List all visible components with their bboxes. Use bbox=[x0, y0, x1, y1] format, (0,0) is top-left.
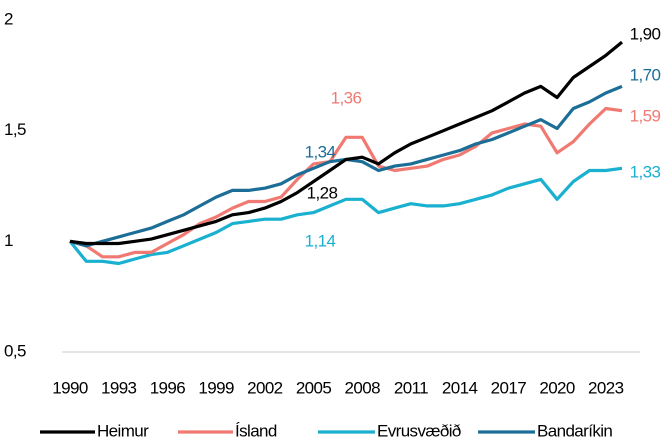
annotation: 1,33 bbox=[630, 162, 661, 181]
annotation: 1,34 bbox=[305, 142, 336, 161]
x-tick-label: 2014 bbox=[442, 378, 478, 397]
y-tick-label: 0,5 bbox=[4, 341, 26, 360]
x-tick-label: 1993 bbox=[101, 378, 137, 397]
legend-label: Bandaríkin bbox=[537, 421, 612, 440]
annotation: 1,70 bbox=[630, 65, 661, 84]
x-tick-label: 2002 bbox=[247, 378, 283, 397]
x-tick-label: 2017 bbox=[491, 378, 527, 397]
x-tick-label: 2005 bbox=[296, 378, 332, 397]
y-tick-label: 2 bbox=[4, 9, 13, 28]
series-line bbox=[69, 84, 623, 248]
x-tick-label: 2011 bbox=[394, 378, 428, 397]
x-tick-label: 2020 bbox=[539, 378, 575, 397]
x-tick-label: 1996 bbox=[150, 378, 186, 397]
legend-label: Ísland bbox=[235, 421, 277, 440]
series-line bbox=[68, 166, 623, 266]
annotation: 1,59 bbox=[630, 106, 661, 125]
series-line bbox=[69, 106, 623, 259]
x-tick-label: 2008 bbox=[345, 378, 381, 397]
legend-label: Heimur bbox=[97, 421, 149, 440]
x-tick-label: 2023 bbox=[588, 378, 624, 397]
annotation: 1,14 bbox=[305, 231, 336, 250]
y-tick-label: 1 bbox=[4, 231, 13, 250]
annotation: 1,36 bbox=[331, 88, 362, 107]
annotation: 1,90 bbox=[630, 24, 661, 43]
x-tick-label: 1990 bbox=[52, 378, 88, 397]
x-tick-label: 1999 bbox=[198, 378, 234, 397]
series-line bbox=[69, 40, 624, 246]
legend-label: Evrusvæðið bbox=[377, 421, 461, 440]
y-tick-label: 1,5 bbox=[4, 120, 26, 139]
annotation: 1,28 bbox=[307, 183, 338, 202]
